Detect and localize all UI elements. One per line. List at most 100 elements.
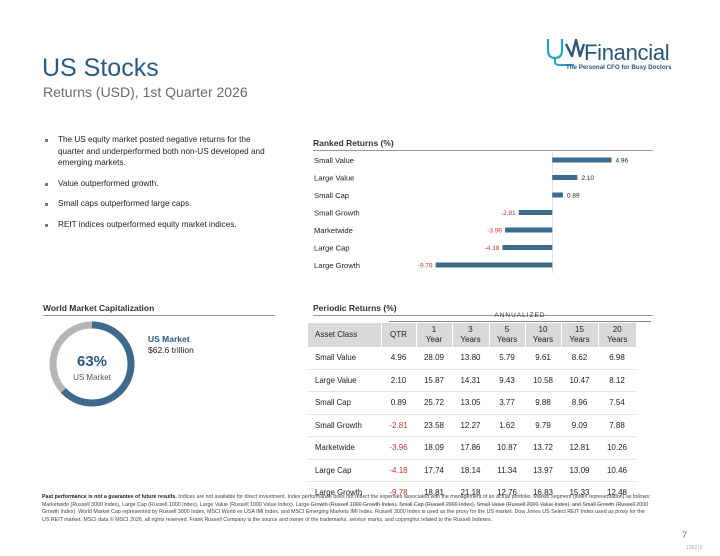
value-cell: 15.87 [416, 369, 452, 392]
value-cell: 9.88 [525, 391, 561, 415]
bar [552, 157, 612, 163]
value-cell: -2.81 [381, 414, 416, 437]
document-id: 135215 [686, 545, 703, 551]
bar-value-label: -9.78 [418, 262, 433, 269]
col-header: 3 Years [451, 323, 489, 347]
col-header: 20 Years [597, 323, 636, 347]
bullet-item: The US equity market posted negative ret… [42, 134, 267, 169]
donut-center-label: US Market [73, 373, 111, 382]
value-cell: 18.81 [416, 481, 452, 505]
value-cell: 9.09 [561, 414, 598, 437]
category-label: Large Value [314, 174, 354, 183]
donut-us-segment [49, 321, 135, 407]
category-label: Small Value [314, 156, 354, 165]
value-cell: 9.43 [489, 369, 525, 392]
table-row: Marketwide -3.96 18.09 17.86 10.87 13.72 12.81… [308, 436, 636, 460]
value-cell: -9.78 [381, 481, 416, 505]
bar [552, 192, 563, 198]
us-market-value: $62.6 trillion [148, 345, 194, 355]
bar-value-label: 0.89 [567, 192, 580, 199]
value-cell: 10.46 [598, 459, 636, 482]
value-cell: 13.05 [452, 391, 489, 415]
market-cap-donut [48, 320, 136, 408]
bar-value-label: -3.96 [487, 227, 502, 234]
summary-bullets: The US equity market posted negative ret… [42, 134, 267, 239]
periodic-returns-heading: Periodic Returns (%) [313, 303, 397, 313]
table-body: Small Value 4.96 28.09 13.80 5.79 9.61 8.62 6.9… [308, 347, 636, 505]
value-cell: 5.79 [489, 347, 525, 370]
value-cell: 25.72 [416, 391, 452, 415]
value-cell: 9.61 [525, 347, 561, 370]
bullet-item: Value outperformed growth. [42, 178, 267, 190]
col-header: 5 Years [488, 323, 525, 347]
bar [552, 175, 578, 180]
table-row: Small Cap 0.89 25.72 13.05 3.77 9.88 8.96 7.54 [308, 391, 636, 415]
value-cell: 3.77 [489, 391, 525, 415]
value-cell: 7.54 [598, 391, 636, 415]
periodic-divider [313, 315, 653, 316]
bar [502, 245, 553, 250]
us-market-label: US Market [148, 334, 190, 344]
value-cell: 12.76 [489, 481, 525, 505]
col-header: Asset Class [308, 323, 381, 347]
table-row: Large Value 2.10 15.87 14.31 9.43 10.58 10.47 8… [308, 369, 636, 392]
bar-value-label: -2.81 [501, 210, 516, 217]
value-cell: 13.09 [561, 459, 598, 482]
table-header-row: Asset Class QTR 1 Year 3 Years 5 Years 10 Ye… [308, 323, 636, 347]
ranked-divider [313, 150, 653, 151]
category-label: Small Cap [314, 191, 349, 200]
table-row: Small Value 4.96 28.09 13.80 5.79 9.61 8.62 6.9… [308, 347, 636, 370]
asset-class-cell: Large Growth [308, 481, 381, 505]
ranked-returns-heading: Ranked Returns (%) [313, 138, 394, 148]
value-cell: 13.97 [525, 459, 561, 482]
value-cell: -4.18 [381, 459, 416, 482]
asset-class-cell: Small Growth [308, 414, 381, 437]
disclaimer-text: Past performance is not a guarantee of f… [42, 494, 651, 523]
category-label: Marketwide [314, 226, 353, 235]
category-label: Small Growth [314, 209, 360, 218]
page-title: US Stocks [42, 54, 159, 82]
table-row: Large Growth -9.78 18.81 21.18 12.76 16.83 15.… [308, 481, 636, 505]
asset-class-cell: Large Value [308, 369, 381, 392]
bar [505, 227, 553, 233]
value-cell: 1.62 [489, 414, 525, 437]
value-cell: 18.14 [452, 459, 489, 482]
logo-brand-text: Financial [584, 40, 670, 65]
periodic-returns-table: Asset Class QTR 1 Year 3 Years 5 Years 10 Ye… [308, 323, 636, 505]
value-cell: -3.96 [381, 436, 416, 460]
value-cell: 23.58 [416, 414, 452, 437]
bar [435, 262, 553, 268]
value-cell: 16.83 [525, 481, 561, 505]
value-cell: 9.79 [525, 414, 561, 437]
value-cell: 28.09 [416, 347, 452, 370]
value-cell: 18.09 [416, 436, 452, 460]
value-cell: 15.33 [561, 481, 598, 505]
annualized-label: ANNUALIZED [494, 312, 546, 319]
category-label: Large Growth [314, 261, 360, 270]
value-cell: 0.89 [381, 391, 416, 415]
value-cell: 11.34 [489, 459, 525, 482]
value-cell: 14.31 [452, 369, 489, 392]
value-cell: 10.47 [561, 369, 598, 392]
page-subtitle: Returns (USD), 1st Quarter 2026 [43, 84, 248, 100]
value-cell: 8.96 [561, 391, 598, 415]
bullet-item: REIT indices outperformed equity market … [42, 219, 267, 231]
value-cell: 8.12 [598, 369, 636, 392]
value-cell: 10.58 [525, 369, 561, 392]
world-market-cap-heading: World Market Capitalization [43, 303, 155, 313]
value-cell: 10.87 [489, 436, 525, 460]
value-cell: 21.18 [452, 481, 489, 505]
col-header: QTR [380, 323, 416, 347]
value-cell: 17.86 [452, 436, 489, 460]
asset-class-cell: Marketwide [308, 436, 381, 460]
company-logo: Financial The Personal CFO for Busy Doct… [540, 34, 680, 74]
value-cell: 17.74 [416, 459, 452, 482]
category-label: Large Cap [314, 244, 349, 253]
col-header: 10 Years [524, 323, 561, 347]
value-cell: 12.27 [452, 414, 489, 437]
page-number: 7 [682, 530, 688, 540]
value-cell: 8.62 [561, 347, 598, 370]
logo-tagline: The Personal CFO for Busy Doctors [566, 64, 672, 71]
bar-value-label: 4.96 [616, 157, 629, 164]
bullet-item: Small caps outperformed large caps. [42, 198, 267, 210]
